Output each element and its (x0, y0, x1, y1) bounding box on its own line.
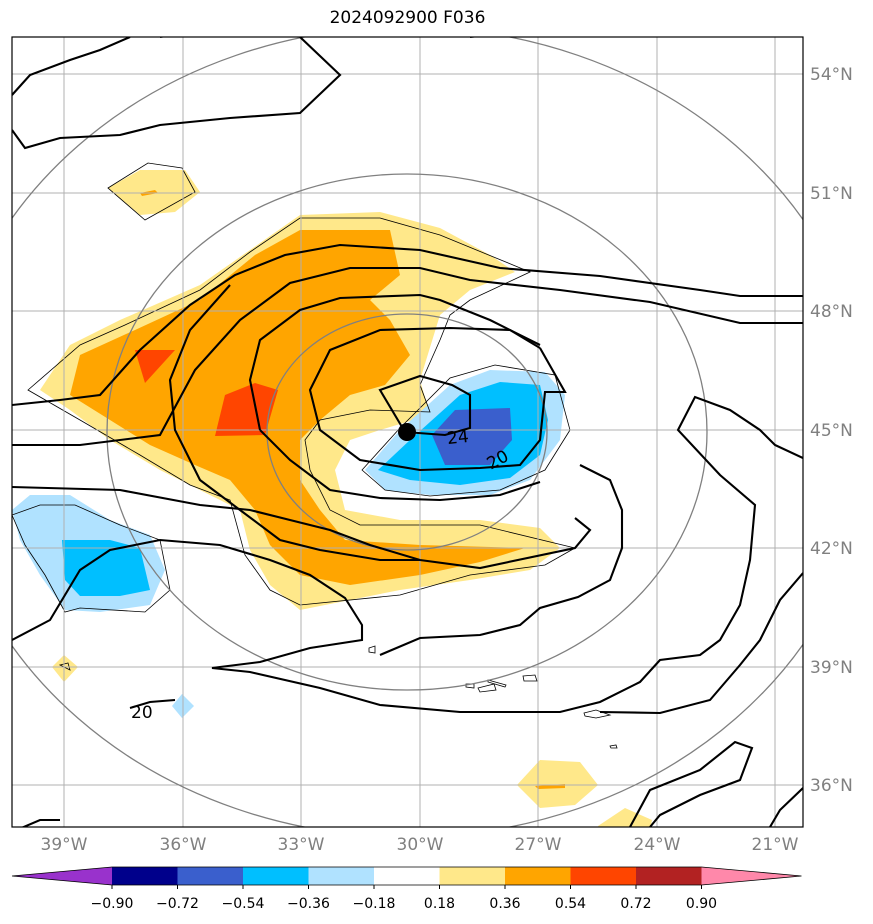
colorbar-tick-label: 0.72 (620, 896, 651, 912)
height-contours (12, 37, 803, 827)
colorbar-tick-label: −0.18 (353, 896, 396, 912)
colorbar-segment (308, 867, 375, 885)
colorbar-segment (570, 867, 637, 885)
lat-label-42n: 42°N (810, 539, 853, 559)
map-area: 24 20 20 (12, 37, 803, 827)
colorbar-tick-label: 0.54 (555, 896, 586, 912)
colorbar: −0.90 −0.72 −0.54 −0.36 −0.18 0.18 0.36 0.54 0.7… (11, 866, 802, 912)
lon-label-21w: 21°W (752, 835, 799, 855)
colorbar-extend-high (701, 867, 802, 885)
colorbar-tick-label: −0.36 (287, 896, 330, 912)
colorbar-segment (505, 867, 571, 885)
contour-label-20-southwest: 20 (131, 703, 153, 723)
lon-label-27w: 27°W (515, 835, 562, 855)
colorbar-tick-label: 0.36 (489, 896, 520, 912)
colorbar-segment (243, 867, 309, 885)
lat-label-54n: 54°N (810, 65, 853, 85)
map-frame (11, 36, 804, 828)
lat-label-36n: 36°N (810, 776, 853, 796)
latitude-labels: 54°N 51°N 48°N 45°N 42°N 39°N 36°N (810, 65, 853, 796)
shading-red (135, 350, 278, 436)
colorbar-extend-low (12, 867, 112, 885)
lon-label-39w: 39°W (41, 835, 88, 855)
lat-label-39n: 39°N (810, 658, 853, 678)
range-circles (12, 37, 803, 827)
lat-label-48n: 48°N (810, 302, 853, 322)
colorbar-segment (177, 867, 244, 885)
contour-label-24: 24 (446, 427, 470, 449)
lon-label-36w: 36°W (160, 835, 207, 855)
map-title: 2024092900 F036 (329, 8, 486, 28)
longitude-labels: 39°W 36°W 33°W 30°W 27°W 24°W 21°W (41, 835, 799, 855)
lon-label-30w: 30°W (397, 835, 444, 855)
colorbar-tick-label: 0.90 (686, 896, 717, 912)
shading-dark-blue (432, 408, 512, 465)
colorbar-segment (439, 867, 506, 885)
lon-label-33w: 33°W (278, 835, 325, 855)
colorbar-tick-label: −0.90 (91, 896, 134, 912)
colorbar-tick-label: −0.72 (156, 896, 199, 912)
colorbar-segment (374, 867, 440, 885)
lon-label-24w: 24°W (634, 835, 681, 855)
lat-label-51n: 51°N (810, 184, 853, 204)
colorbar-segment (112, 867, 178, 885)
low-center-marker (398, 423, 416, 441)
colorbar-tick-label: −0.54 (222, 896, 265, 912)
lat-label-45n: 45°N (810, 421, 853, 441)
colorbar-segment (636, 867, 702, 885)
colorbar-tick-label: 0.18 (424, 896, 455, 912)
